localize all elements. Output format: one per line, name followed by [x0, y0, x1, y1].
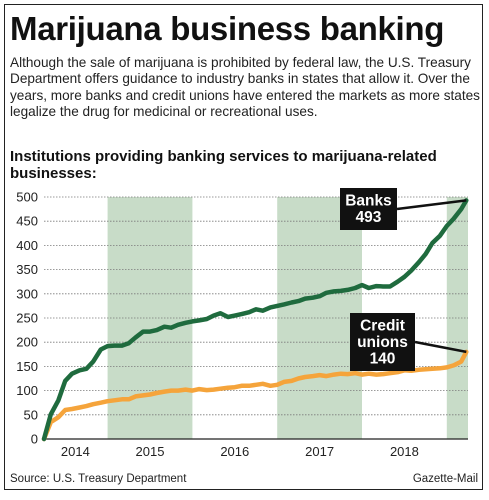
- year-band: [446, 197, 468, 439]
- x-tick-label: 2017: [305, 444, 334, 459]
- x-tick-label: 2018: [390, 444, 419, 459]
- callout-leader: [396, 199, 467, 211]
- series-line-credit-unions: [41, 349, 469, 442]
- callout-label: Credit: [360, 317, 405, 334]
- x-tick-label: 2015: [136, 444, 165, 459]
- x-tick-label: 2014: [61, 444, 90, 459]
- y-tick-label: 500: [16, 190, 38, 205]
- source-note: Source: U.S. Treasury Department: [10, 473, 187, 485]
- year-bands: [107, 197, 468, 439]
- y-tick-label: 200: [16, 335, 38, 350]
- y-tick-label: 350: [16, 262, 38, 277]
- callout-box: [340, 188, 397, 230]
- intro-text: Although the sale of marijuana is prohib…: [10, 55, 480, 120]
- callout-label: Banks: [345, 193, 392, 210]
- y-tick-label: 400: [16, 238, 38, 253]
- y-tick-label: 250: [16, 311, 38, 326]
- series-lines: [41, 198, 469, 442]
- y-tick-label: 300: [16, 286, 38, 301]
- series-line-banks: [41, 198, 469, 442]
- y-tick-label: 0: [31, 432, 38, 447]
- callout-box: [350, 313, 415, 371]
- callout-label: 140: [370, 350, 396, 367]
- y-tick-label: 150: [16, 359, 38, 374]
- y-tick-label: 450: [16, 214, 38, 229]
- y-axis: 0 50 100 150 200 250 300 350 400 450 500: [16, 190, 38, 447]
- callout-leader: [414, 340, 467, 354]
- graphic-border: [4, 4, 483, 490]
- y-tick-label: 100: [16, 383, 38, 398]
- gridlines: [44, 196, 468, 440]
- callout-label: unions: [357, 334, 408, 351]
- chart-subtitle: Institutions providing banking services …: [10, 148, 437, 182]
- credit-note: Gazette-Mail: [412, 473, 478, 485]
- x-tick-label: 2016: [220, 444, 249, 459]
- year-band: [277, 197, 362, 439]
- callout-label: 493: [356, 209, 382, 226]
- footer: Source: U.S. Treasury Department Gazette…: [10, 473, 478, 485]
- y-tick-label: 50: [24, 407, 38, 422]
- page-title: Marijuana business banking: [10, 10, 445, 47]
- x-axis: 2014 2015 2016 2017 2018: [61, 444, 419, 459]
